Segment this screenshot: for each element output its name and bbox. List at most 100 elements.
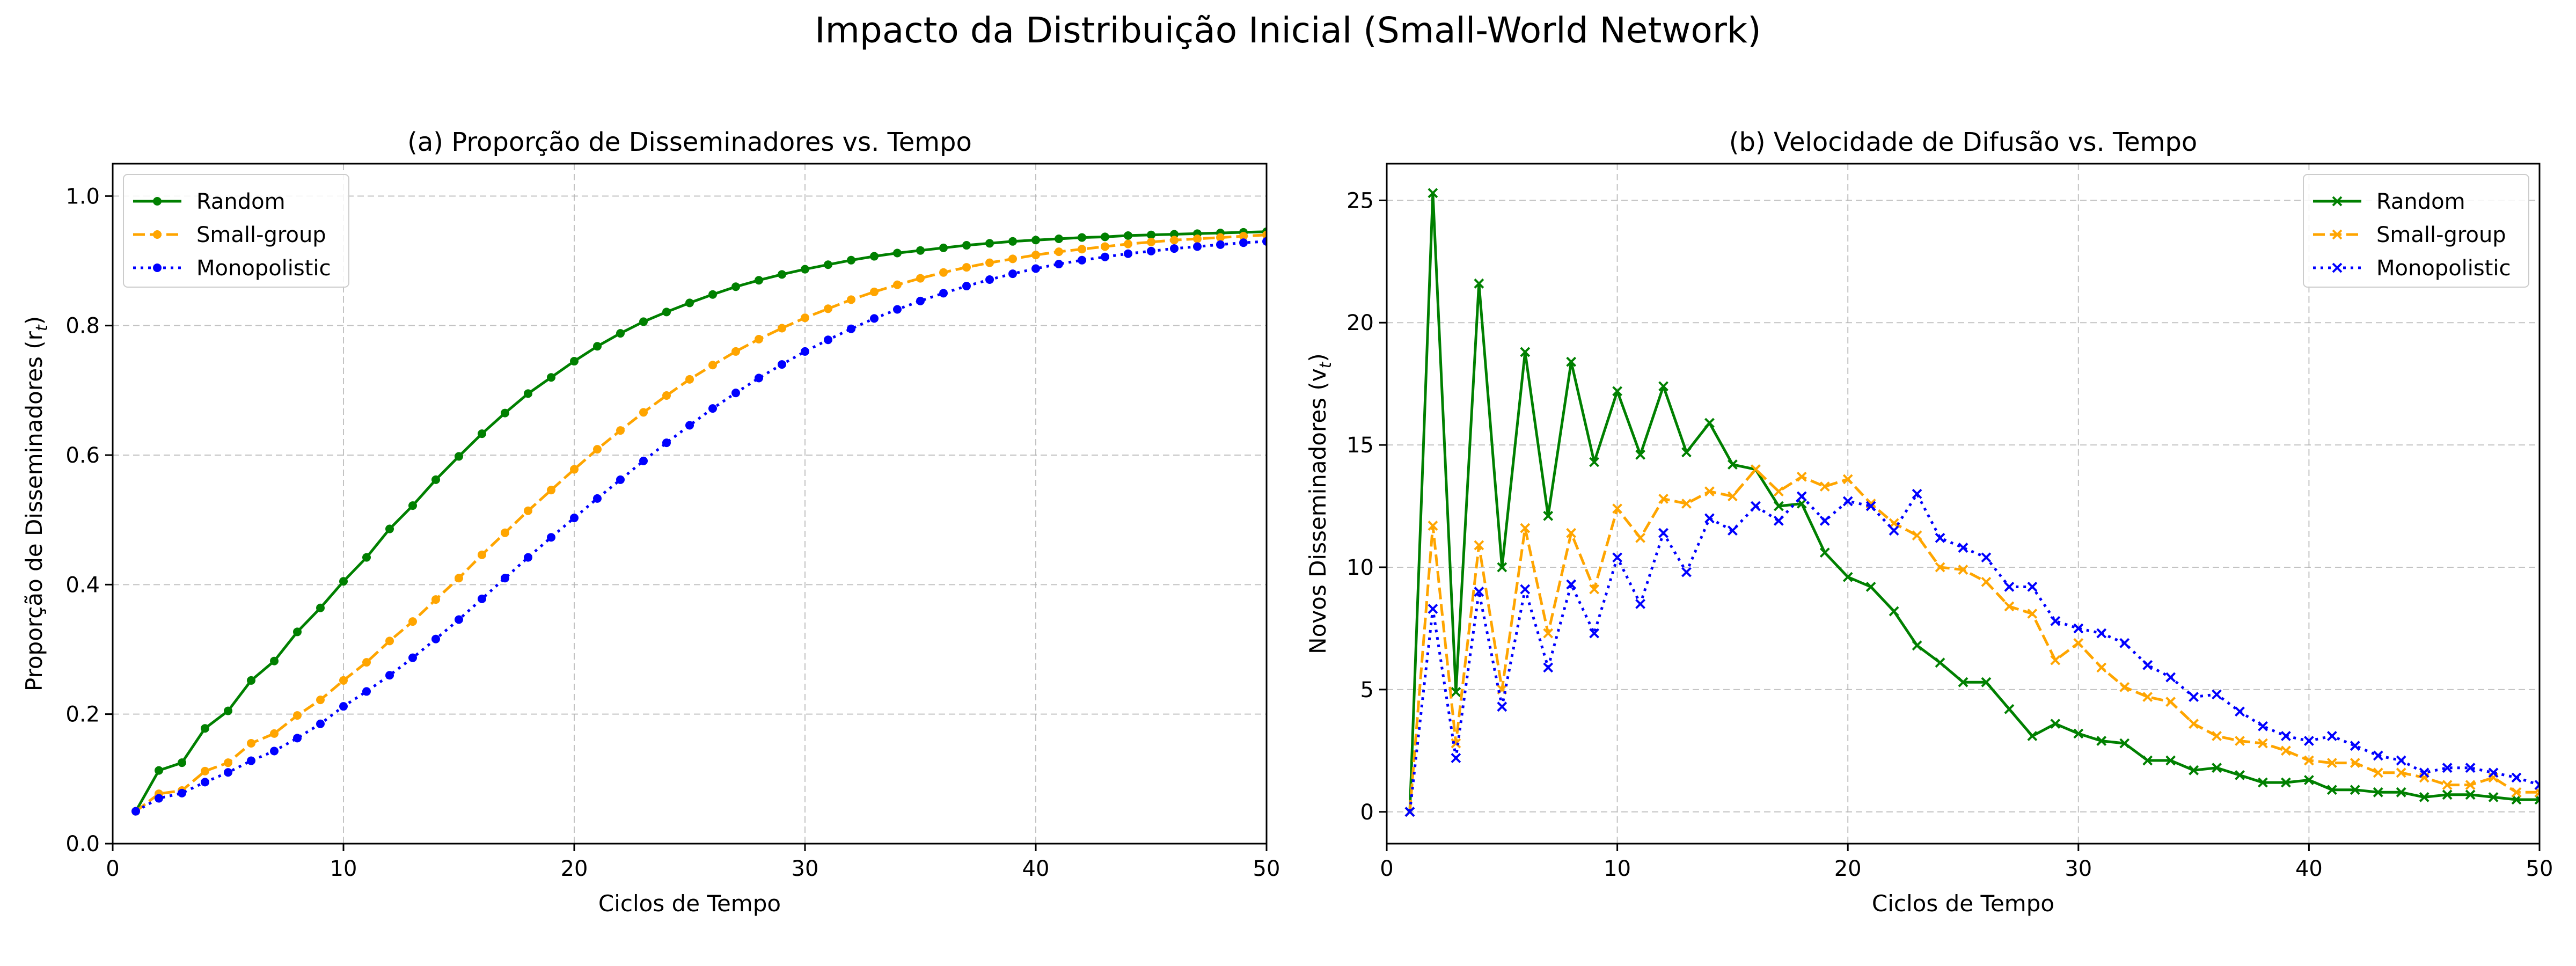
data-point (408, 617, 417, 626)
data-point (1101, 232, 1109, 241)
data-point (2073, 623, 2084, 634)
data-point (708, 404, 717, 413)
x-tick-label: 40 (1022, 857, 1050, 881)
legend-label: Random (2376, 189, 2465, 214)
data-point (1912, 640, 1922, 651)
data-point (1889, 606, 1899, 617)
data-point (1474, 278, 1484, 289)
data-point (939, 243, 948, 252)
data-point (639, 408, 648, 417)
x-axis-label: Ciclos de Tempo (598, 890, 781, 917)
data-point (570, 514, 579, 523)
legend-label: Random (196, 189, 286, 214)
data-point (2142, 692, 2153, 702)
data-point (1612, 552, 1623, 563)
data-point (270, 747, 279, 756)
data-point (847, 295, 855, 304)
data-point (1589, 628, 1600, 639)
data-point (547, 373, 555, 382)
y-axis-label: Novos Disseminadores (vt) (1305, 353, 1335, 654)
data-point (2004, 704, 2015, 714)
data-point (1520, 523, 1531, 533)
data-point (2465, 763, 2476, 773)
data-point (201, 766, 209, 775)
plot-area (1404, 188, 2540, 817)
data-point (2004, 582, 2015, 592)
data-point (2096, 662, 2107, 673)
data-point (962, 282, 971, 291)
data-point (1147, 238, 1155, 247)
data-point (2303, 755, 2314, 766)
y-tick-label: 1.0 (65, 184, 100, 209)
data-point (985, 275, 994, 284)
data-point (1612, 386, 1623, 397)
data-point (270, 729, 279, 738)
data-point (962, 241, 971, 250)
data-point (1727, 491, 1738, 502)
series-line-monopolistic (1408, 492, 2540, 813)
data-point (1704, 486, 1715, 497)
y-tick-label: 0.4 (65, 573, 100, 597)
x-tick-label: 50 (2526, 857, 2553, 881)
series-line-monopolistic (135, 240, 1267, 813)
data-point (1566, 356, 1577, 367)
x-tick-label: 20 (561, 857, 588, 881)
data-point (2350, 785, 2360, 795)
data-point (570, 357, 579, 366)
data-point (2511, 787, 2522, 797)
data-point (1031, 251, 1040, 260)
data-point (731, 347, 740, 356)
data-point (2511, 772, 2522, 783)
data-point (1819, 547, 1830, 558)
data-point (1773, 501, 1784, 511)
data-point (616, 426, 625, 435)
data-point (1889, 525, 1899, 536)
data-point (939, 268, 948, 277)
data-point (2165, 672, 2176, 683)
y-tick-label: 10 (1346, 555, 1374, 580)
data-point (1658, 528, 1668, 538)
data-point (408, 653, 417, 662)
data-point (478, 550, 486, 559)
data-point (2212, 731, 2222, 741)
data-point (339, 676, 348, 685)
data-point (662, 391, 671, 400)
data-point (385, 524, 394, 533)
data-point (455, 574, 463, 583)
data-point (939, 289, 948, 298)
data-point (1566, 579, 1577, 590)
legend-label: Monopolistic (196, 256, 331, 281)
data-point (1520, 347, 1531, 357)
data-point (1912, 488, 1922, 499)
data-point (1170, 244, 1179, 253)
y-tick-label: 5 (1360, 678, 1374, 702)
data-point (1543, 628, 1554, 639)
panel-a: 0 10 20 30 40 50 0.0 0.2 0.4 0.6 0.8 1.0 (a) Proporç… (21, 127, 1280, 917)
x-tick-label: 30 (792, 857, 819, 881)
data-point (2189, 765, 2199, 775)
data-point (2373, 767, 2383, 778)
data-point (1008, 269, 1017, 279)
data-point (662, 308, 671, 317)
data-point (1958, 677, 1968, 687)
data-point (2534, 780, 2540, 791)
data-point (385, 636, 394, 646)
series-line-random (1408, 192, 2540, 812)
y-tick-label: 0.0 (65, 832, 100, 857)
data-point (1727, 459, 1738, 470)
data-point (501, 528, 509, 537)
data-point (685, 421, 694, 430)
data-point (339, 577, 348, 586)
data-point (1520, 584, 1531, 595)
data-point (385, 671, 394, 680)
data-point (270, 656, 279, 665)
data-point (2004, 601, 2015, 612)
data-point (1451, 738, 1461, 749)
data-point (2442, 789, 2453, 800)
data-point (1428, 604, 1438, 614)
data-point (2235, 706, 2245, 717)
data-point (1147, 246, 1155, 255)
data-point (593, 445, 602, 454)
data-point (2396, 767, 2406, 778)
data-point (131, 807, 140, 816)
